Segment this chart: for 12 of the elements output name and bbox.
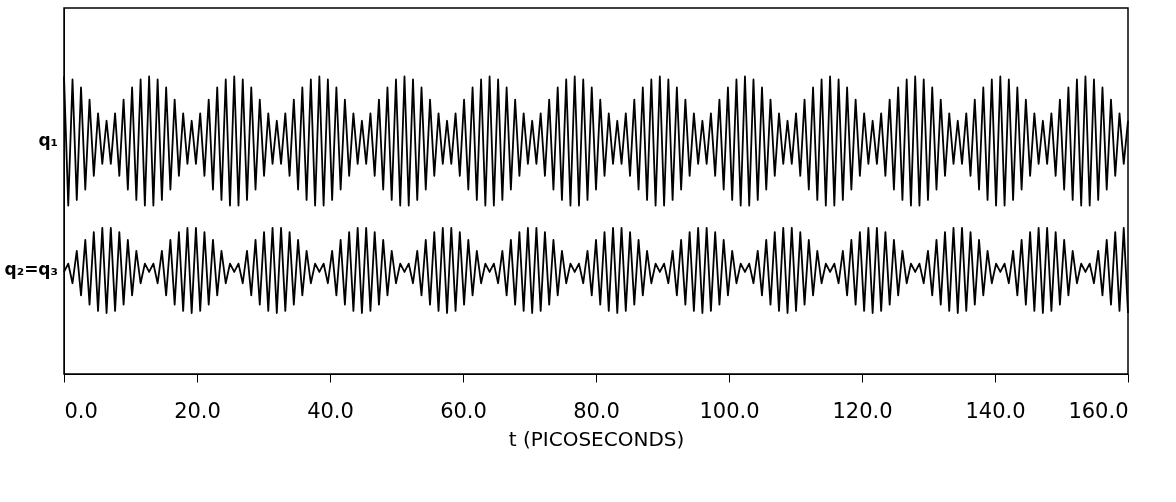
x-axis-title: t (PICOSECONDS) — [508, 426, 685, 451]
x-tick-label: 120.0 — [832, 398, 893, 423]
x-tick-label: 160.0 — [1068, 398, 1129, 423]
x-tick-label: 140.0 — [965, 398, 1026, 423]
series-label: q₁ — [38, 130, 58, 151]
series-label: q₂=q₃ — [4, 259, 58, 280]
x-tick-label: 80.0 — [573, 398, 620, 423]
x-tick-label: 20.0 — [174, 398, 221, 423]
x-tick-label: 40.0 — [307, 398, 354, 423]
x-tick-label: 60.0 — [440, 398, 487, 423]
x-tick-label: 100.0 — [699, 398, 760, 423]
x-tick-label: 0.0 — [64, 398, 98, 423]
